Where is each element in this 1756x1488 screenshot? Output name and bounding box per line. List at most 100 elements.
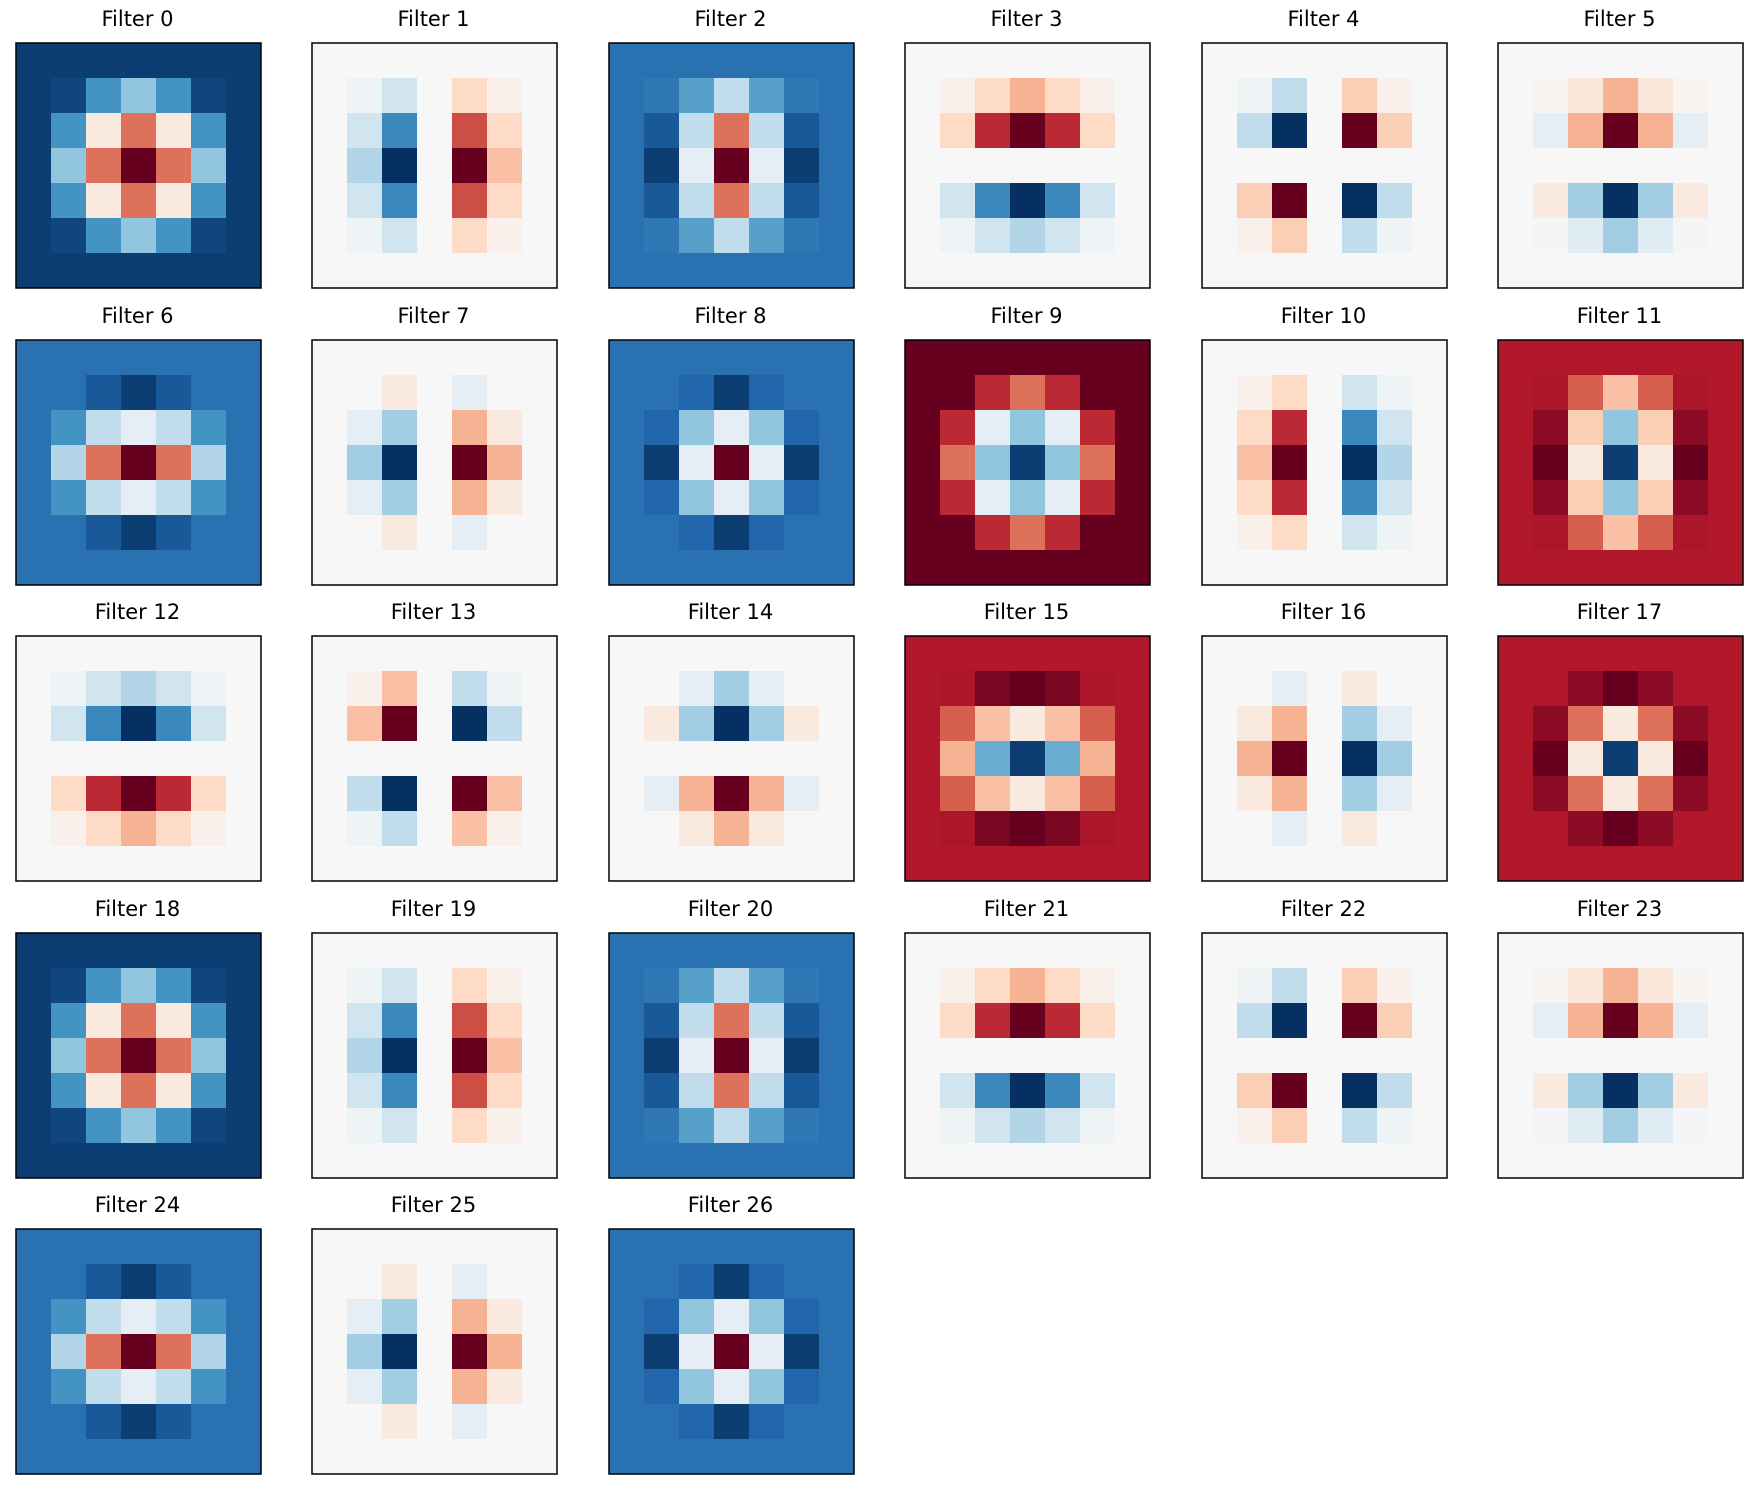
heatmap-cell xyxy=(1307,968,1343,1004)
heatmap-cell xyxy=(1603,636,1639,672)
heatmap-cell xyxy=(417,375,453,411)
heatmap-cell xyxy=(1603,776,1639,812)
heatmap-cell xyxy=(1080,741,1116,777)
heatmap-cell xyxy=(905,776,941,812)
heatmap-cell xyxy=(16,43,52,79)
heatmap-cell xyxy=(16,706,52,742)
filter-panel: Filter 5 xyxy=(1497,2,1744,289)
heatmap-cell xyxy=(1115,933,1151,969)
heatmap-cell xyxy=(1603,671,1639,707)
heatmap-cell xyxy=(1638,113,1674,149)
heatmap-cell xyxy=(382,113,418,149)
heatmap-cell xyxy=(156,1073,192,1109)
heatmap-cell xyxy=(819,1108,855,1144)
heatmap-cell xyxy=(1603,550,1639,586)
heatmap-cell xyxy=(819,1003,855,1039)
heatmap-cell xyxy=(1080,113,1116,149)
heatmap-cell xyxy=(347,636,383,672)
heatmap-cell xyxy=(714,776,750,812)
filter-panel: Filter 1 xyxy=(311,2,558,289)
heatmap-cell xyxy=(1377,811,1413,847)
heatmap-cell xyxy=(609,1299,645,1335)
heatmap-cell xyxy=(749,375,785,411)
heatmap-cell xyxy=(1272,846,1308,882)
heatmap-cell xyxy=(121,375,157,411)
heatmap-cell xyxy=(940,671,976,707)
heatmap-cell xyxy=(1272,375,1308,411)
heatmap-cell xyxy=(452,550,488,586)
heatmap-cell xyxy=(905,1108,941,1144)
heatmap-cell xyxy=(1237,43,1273,79)
heatmap-cell xyxy=(1498,253,1534,289)
heatmap-cell xyxy=(714,1334,750,1370)
heatmap-cell xyxy=(347,1439,383,1475)
heatmap-cell xyxy=(121,776,157,812)
heatmap-cell xyxy=(452,1108,488,1144)
filter-title: Filter 4 xyxy=(1287,7,1360,31)
heatmap-cell xyxy=(784,253,820,289)
filter-title: Filter 23 xyxy=(1576,897,1663,921)
panel-frame xyxy=(1201,42,1448,289)
heatmap-cell xyxy=(784,113,820,149)
heatmap-cell xyxy=(644,846,680,882)
heatmap-cell xyxy=(121,480,157,516)
heatmap-cell xyxy=(1272,480,1308,516)
heatmap-cell xyxy=(644,445,680,481)
heatmap-cell xyxy=(156,183,192,219)
heatmap-cell xyxy=(121,515,157,551)
heatmap-cell xyxy=(1603,340,1639,376)
heatmap-cell xyxy=(1045,340,1081,376)
heatmap-cell xyxy=(522,480,558,516)
heatmap-cell xyxy=(1237,933,1273,969)
heatmap-cell xyxy=(191,1038,227,1074)
heatmap-cell xyxy=(1202,706,1238,742)
heatmap-cell xyxy=(1307,636,1343,672)
heatmap-cell xyxy=(1568,671,1604,707)
heatmap-cell xyxy=(417,933,453,969)
heatmap-cell xyxy=(382,1229,418,1265)
heatmap-cell xyxy=(1412,1108,1448,1144)
heatmap-cell xyxy=(51,1073,87,1109)
heatmap-cell xyxy=(1568,741,1604,777)
heatmap-cell xyxy=(1708,218,1744,254)
heatmap-cell xyxy=(644,515,680,551)
heatmap-cell xyxy=(644,1073,680,1109)
heatmap-cell xyxy=(1412,218,1448,254)
heatmap-cell xyxy=(452,43,488,79)
heatmap-cell xyxy=(312,480,348,516)
heatmap-cell xyxy=(609,1369,645,1405)
heatmap-cell xyxy=(382,253,418,289)
heatmap-cell xyxy=(940,1003,976,1039)
heatmap-cell xyxy=(312,1003,348,1039)
heatmap-cell xyxy=(417,1299,453,1335)
heatmap-cell xyxy=(1533,1073,1569,1109)
heatmap-cell xyxy=(1603,480,1639,516)
heatmap-cell xyxy=(347,1038,383,1074)
heatmap-cell xyxy=(1568,1073,1604,1109)
heatmap-cell xyxy=(156,671,192,707)
heatmap-cell xyxy=(86,550,122,586)
heatmap-cell xyxy=(452,1439,488,1475)
heatmap-cell xyxy=(1412,515,1448,551)
filter-panel: Filter 18 xyxy=(15,892,262,1179)
heatmap-cell xyxy=(1498,741,1534,777)
heatmap-cell xyxy=(312,515,348,551)
heatmap-cell xyxy=(522,113,558,149)
heatmap-cell xyxy=(522,1334,558,1370)
heatmap-cell xyxy=(1115,671,1151,707)
panel-frame xyxy=(1201,339,1448,586)
heatmap-cell xyxy=(609,968,645,1004)
heatmap-cell xyxy=(784,933,820,969)
heatmap-cell xyxy=(1202,253,1238,289)
heatmap-cell xyxy=(417,550,453,586)
heatmap-cell xyxy=(382,1108,418,1144)
heatmap-cell xyxy=(905,706,941,742)
heatmap-cell xyxy=(156,811,192,847)
heatmap-cell xyxy=(121,1264,157,1300)
heatmap-cell xyxy=(452,375,488,411)
filter-title: Filter 13 xyxy=(390,600,477,624)
heatmap-cell xyxy=(51,1229,87,1265)
heatmap-cell xyxy=(16,445,52,481)
heatmap-cell xyxy=(1202,78,1238,114)
heatmap-cell xyxy=(86,148,122,184)
